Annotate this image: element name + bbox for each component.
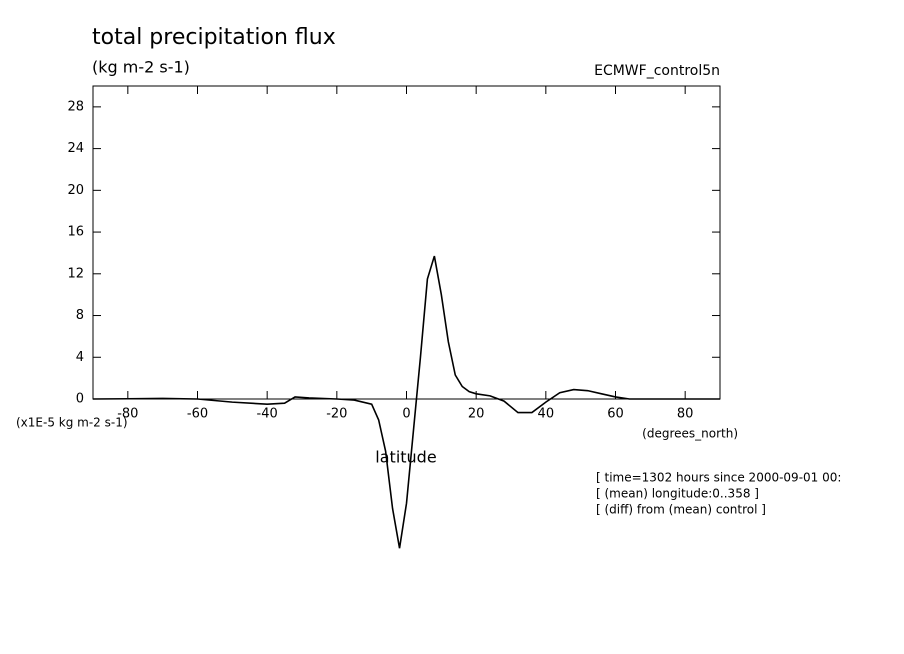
- y-axis-units: (x1E-5 kg m-2 s-1): [16, 416, 128, 430]
- y-tick-label: 4: [76, 350, 84, 365]
- y-tick-label: 12: [67, 266, 84, 281]
- annotation: [ (diff) from (mean) control ]: [596, 503, 766, 517]
- x-tick-label: -20: [326, 407, 347, 422]
- x-tick-label: 80: [677, 407, 694, 422]
- dataset-label: ECMWF_control5n: [594, 63, 720, 79]
- data-line: [92, 255, 720, 549]
- y-tick-label: 16: [67, 225, 84, 240]
- x-axis-units: (degrees_north): [642, 427, 738, 441]
- x-tick-label: 0: [402, 407, 410, 422]
- y-tick-label: 8: [76, 308, 84, 323]
- chart-subtitle: (kg m-2 s-1): [92, 58, 190, 77]
- x-tick-label: 60: [607, 407, 624, 422]
- y-tick-label: 20: [67, 183, 84, 198]
- y-tick-label: 0: [76, 392, 84, 407]
- x-tick-label: -40: [257, 407, 278, 422]
- chart-title: total precipitation flux: [92, 25, 336, 50]
- y-tick-label: 24: [67, 141, 84, 156]
- y-tick-label: 28: [67, 99, 84, 114]
- x-axis-label: latitude: [375, 448, 436, 467]
- x-tick-label: -60: [187, 407, 208, 422]
- x-tick-label: 20: [468, 407, 485, 422]
- x-tick-label: 40: [538, 407, 555, 422]
- x-tick-label: -80: [117, 407, 138, 422]
- annotation: [ (mean) longitude:0..358 ]: [596, 487, 759, 501]
- annotation: [ time=1302 hours since 2000-09-01 00:: [596, 471, 841, 485]
